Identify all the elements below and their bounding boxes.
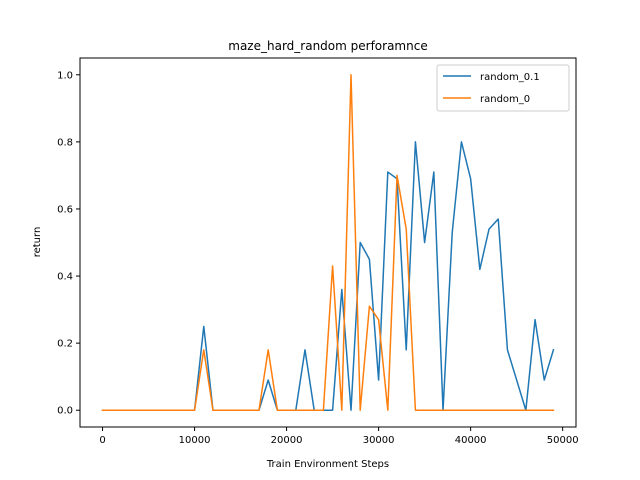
y-tick-label: 0.6: [57, 204, 73, 215]
y-tick-label: 0.4: [57, 272, 73, 283]
series-line-random-0: [101, 74, 555, 411]
legend: random_0.1 random_0: [436, 64, 570, 112]
legend-label: random_0: [480, 94, 530, 105]
y-axis-label: return: [32, 227, 43, 258]
x-axis: 0 10000 20000 30000 40000 50000: [99, 427, 579, 446]
legend-items: random_0.1 random_0: [443, 72, 540, 105]
y-tick-label: 1.0: [57, 70, 73, 81]
x-tick-label: 30000: [363, 435, 395, 446]
legend-label: random_0.1: [480, 72, 540, 83]
x-tick-label: 0: [99, 435, 105, 446]
x-tick-label: 50000: [547, 435, 579, 446]
plot-frame: [79, 57, 577, 428]
x-axis-label: Train Environment Steps: [266, 459, 389, 470]
series-group: [101, 74, 555, 411]
y-tick-label: 0.0: [57, 406, 73, 417]
x-tick-label: 10000: [179, 435, 211, 446]
x-tick-label: 20000: [271, 435, 303, 446]
y-tick-label: 0.8: [57, 137, 73, 148]
x-tick-label: 40000: [455, 435, 487, 446]
plot-area: [79, 57, 577, 428]
y-tick-label: 0.2: [57, 339, 73, 350]
chart-title: maze_hard_random perforamnce: [228, 39, 427, 53]
y-axis: 0.0 0.2 0.4 0.6 0.8 1.0: [57, 70, 80, 417]
